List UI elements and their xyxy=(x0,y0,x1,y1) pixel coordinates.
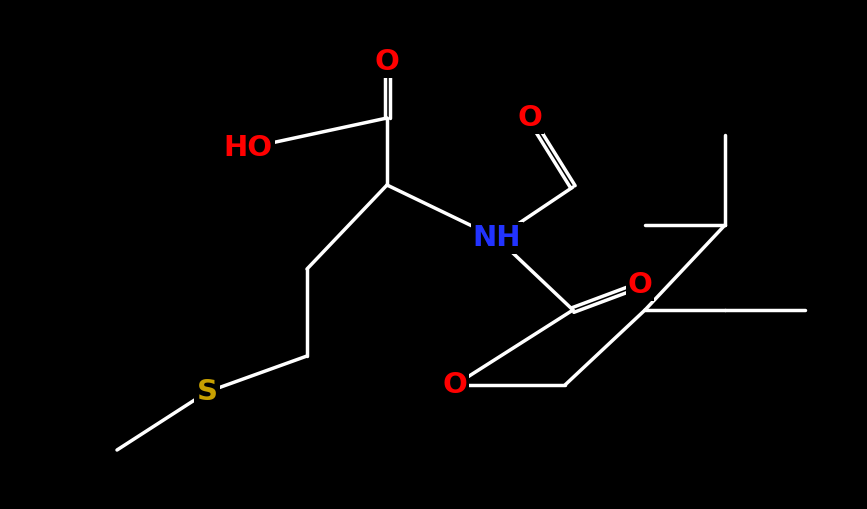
Text: NH: NH xyxy=(473,224,521,252)
Text: O: O xyxy=(375,48,400,76)
Text: O: O xyxy=(442,371,467,399)
Text: O: O xyxy=(518,104,543,132)
Text: S: S xyxy=(197,378,218,406)
Text: HO: HO xyxy=(224,134,272,162)
Text: O: O xyxy=(628,271,653,299)
